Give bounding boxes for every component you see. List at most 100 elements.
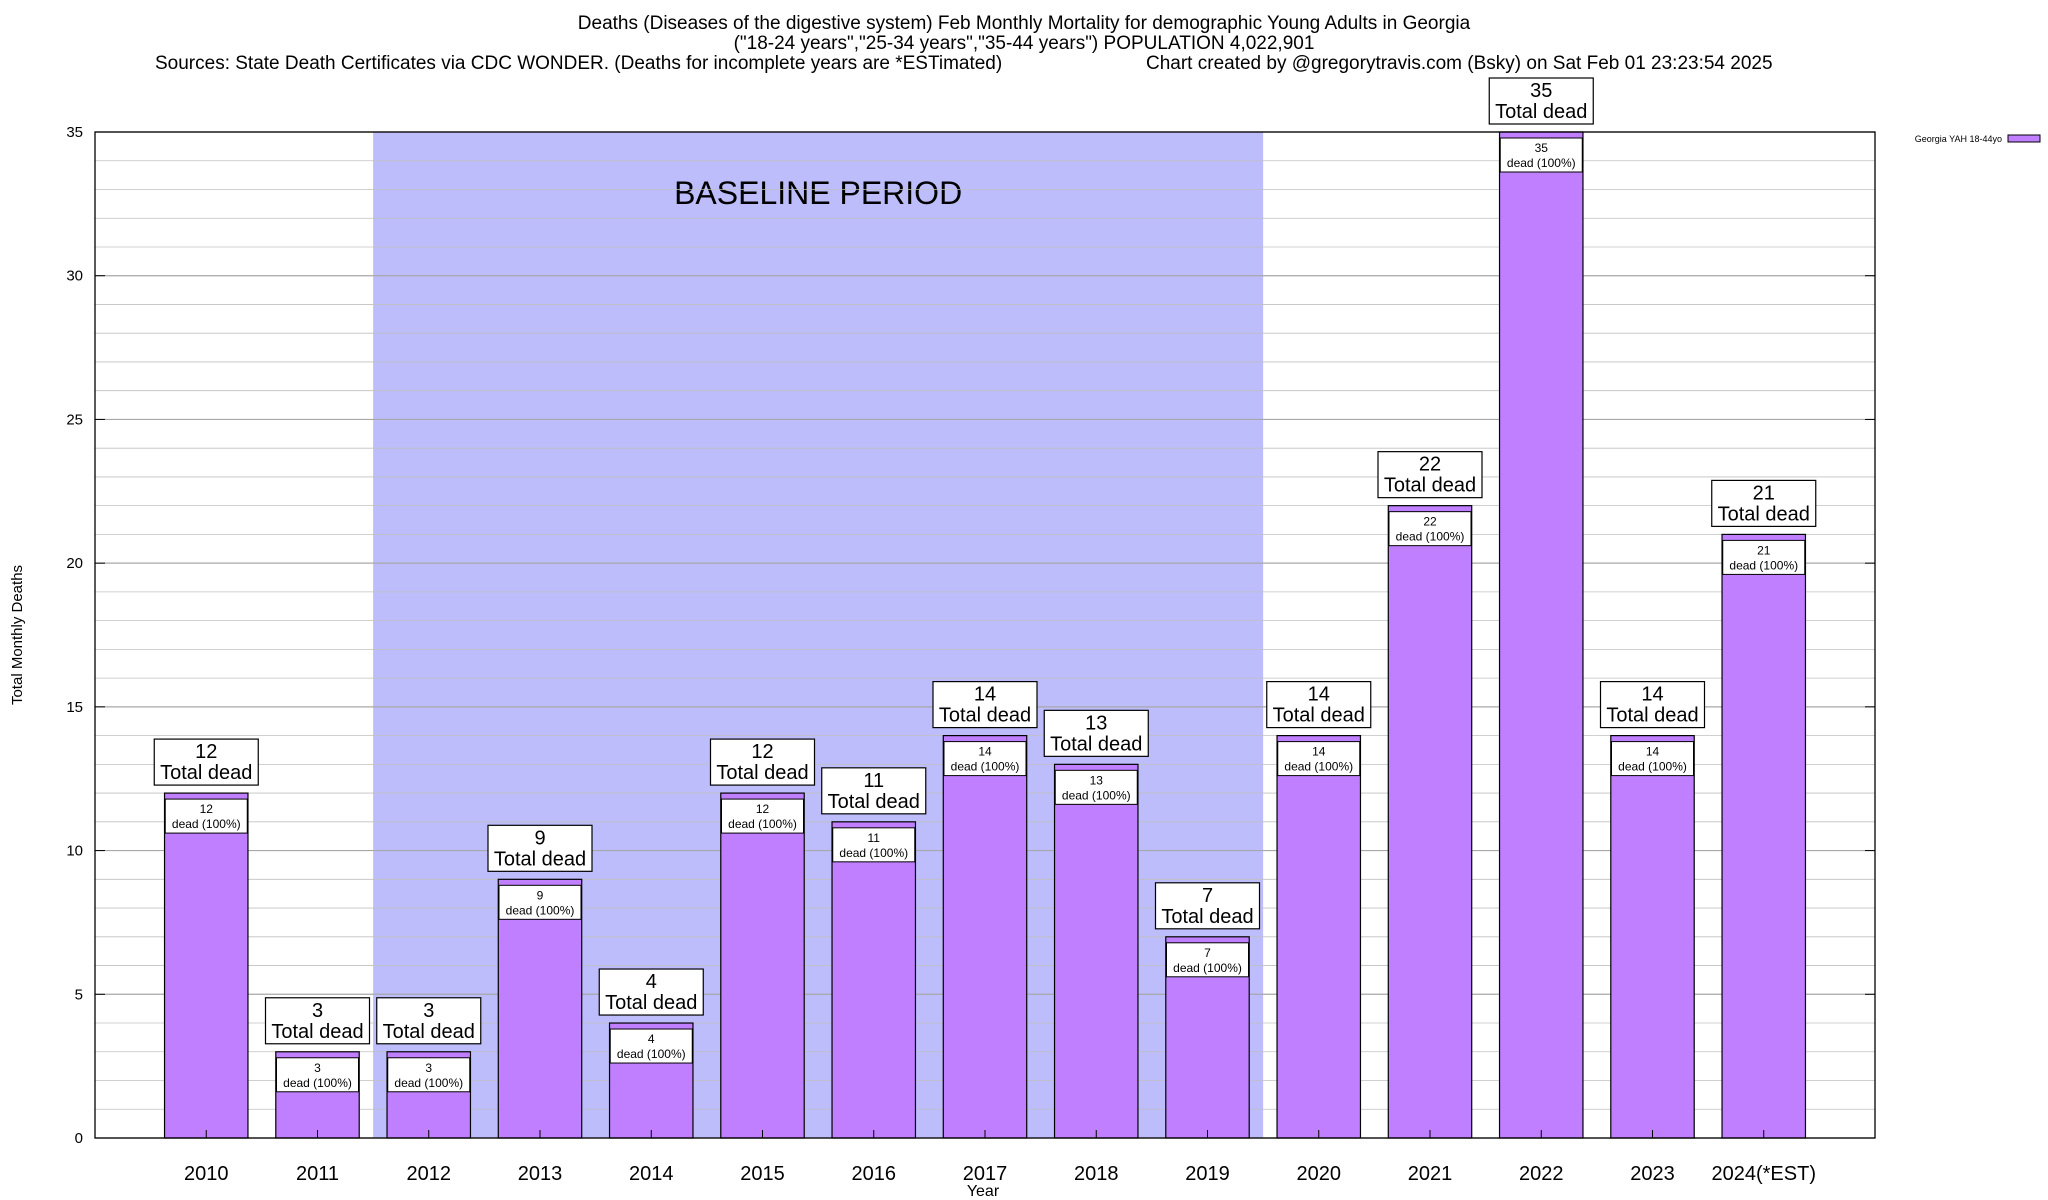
bar-2020 xyxy=(1276,734,1362,1139)
outer-label-box xyxy=(1599,680,1706,729)
inner-label-box xyxy=(1054,769,1138,805)
outer-label-box xyxy=(598,968,704,1016)
chart-sources: Sources: State Death Certificates via CD… xyxy=(155,53,1003,74)
outer-label-value: 14 xyxy=(1641,684,1663,706)
inner-label-text: dead (100%) xyxy=(1062,788,1131,802)
inner-label-text: dead (100%) xyxy=(728,817,797,831)
outer-label-box xyxy=(821,767,927,815)
inner-label-text: dead (100%) xyxy=(172,817,241,831)
y-tick-label: 15 xyxy=(66,699,83,716)
y-tick-label: 0 xyxy=(75,1130,83,1147)
outer-label-value: 4 xyxy=(646,971,657,993)
inner-label-text: dead (100%) xyxy=(1729,558,1798,572)
inner-label-text: dead (100%) xyxy=(1284,760,1353,774)
inner-label-value: 12 xyxy=(756,802,770,816)
inner-label-box xyxy=(721,798,804,834)
outer-label-box xyxy=(153,738,259,786)
inner-label-box xyxy=(1388,511,1472,547)
inner-label-text: dead (100%) xyxy=(1507,156,1576,170)
outer-label-value: 12 xyxy=(751,741,773,763)
x-tick-label: 2011 xyxy=(296,1163,339,1185)
y-tick-label: 35 xyxy=(66,124,83,141)
inner-label-value: 22 xyxy=(1423,515,1437,529)
outer-label-value: 7 xyxy=(1202,885,1213,907)
inner-label-value: 14 xyxy=(1312,745,1326,759)
inner-label-box xyxy=(1277,741,1361,777)
inner-label-value: 7 xyxy=(1204,946,1211,960)
outer-label-box xyxy=(1377,451,1483,499)
inner-label-box xyxy=(276,1057,359,1093)
outer-label-text: Total dead xyxy=(1050,733,1142,755)
inner-label-box xyxy=(832,827,916,863)
inner-label-text: dead (100%) xyxy=(283,1076,352,1090)
y-tick-label: 30 xyxy=(66,268,83,285)
baseline-period-label: BASELINE PERIOD xyxy=(674,175,962,211)
bar-2015 xyxy=(720,792,805,1139)
x-tick-label: 2024(*EST) xyxy=(1712,1163,1817,1185)
bar-2021 xyxy=(1387,505,1473,1139)
inner-label-box xyxy=(387,1057,471,1093)
y-tick-label: 25 xyxy=(66,411,83,428)
outer-label-text: Total dead xyxy=(1606,705,1698,727)
outer-label-box xyxy=(1488,77,1594,125)
bar-2010 xyxy=(163,792,249,1139)
x-tick-label: 2012 xyxy=(407,1163,452,1185)
outer-label-text: Total dead xyxy=(1161,906,1253,928)
outer-label-value: 9 xyxy=(534,827,545,849)
outer-label-box xyxy=(709,738,816,786)
outer-label-box xyxy=(1266,680,1372,729)
outer-label-box xyxy=(932,680,1038,729)
y-tick-label: 5 xyxy=(75,986,83,1003)
x-tick-label: 2022 xyxy=(1519,1163,1564,1185)
outer-label-text: Total dead xyxy=(828,791,920,813)
outer-label-value: 3 xyxy=(423,1000,434,1022)
x-tick-label: 2014 xyxy=(629,1163,674,1185)
inner-label-value: 14 xyxy=(1646,745,1660,759)
outer-label-value: 22 xyxy=(1419,454,1441,476)
outer-label-text: Total dead xyxy=(1273,705,1365,727)
inner-label-value: 12 xyxy=(200,802,214,816)
chart-credit: Chart created by @gregorytravis.com (Bsk… xyxy=(1146,53,1773,74)
inner-label-box xyxy=(1166,942,1249,978)
outer-label-box xyxy=(264,997,371,1045)
inner-label-text: dead (100%) xyxy=(951,760,1020,774)
inner-label-text: dead (100%) xyxy=(1618,760,1687,774)
y-tick-label: 20 xyxy=(66,555,83,572)
x-tick-label: 2023 xyxy=(1630,1163,1675,1185)
outer-label-text: Total dead xyxy=(605,992,697,1014)
outer-label-value: 12 xyxy=(195,741,217,763)
bar-2023 xyxy=(1610,734,1695,1139)
legend-label: Georgia YAH 18-44yo xyxy=(1915,134,2002,144)
outer-label-text: Total dead xyxy=(1495,101,1587,123)
inner-label-text: dead (100%) xyxy=(1173,961,1242,975)
outer-label-value: 3 xyxy=(312,1000,323,1022)
inner-label-value: 35 xyxy=(1535,141,1549,155)
outer-label-value: 13 xyxy=(1085,712,1107,734)
outer-label-text: Total dead xyxy=(383,1021,475,1043)
outer-label-box xyxy=(487,824,593,872)
plot-border xyxy=(94,131,1876,1139)
outer-label-text: Total dead xyxy=(494,848,586,870)
inner-label-text: dead (100%) xyxy=(394,1076,463,1090)
outer-label-value: 14 xyxy=(1308,684,1330,706)
inner-label-text: dead (100%) xyxy=(839,846,908,860)
outer-label-text: Total dead xyxy=(271,1021,363,1043)
outer-label-value: 11 xyxy=(863,770,884,792)
inner-label-value: 11 xyxy=(868,831,881,845)
outer-label-box xyxy=(1711,479,1817,527)
x-tick-label: 2021 xyxy=(1408,1163,1453,1185)
outer-label-box xyxy=(1043,709,1149,757)
outer-label-box xyxy=(376,997,482,1045)
outer-label-box xyxy=(1154,882,1261,930)
bar-2017 xyxy=(942,734,1028,1139)
inner-label-box xyxy=(1611,741,1694,777)
inner-label-text: dead (100%) xyxy=(506,903,575,917)
chart-title: Deaths (Diseases of the digestive system… xyxy=(577,13,1471,34)
inner-label-value: 21 xyxy=(1757,543,1771,557)
y-tick-label: 10 xyxy=(66,843,83,860)
x-tick-label: 2015 xyxy=(740,1163,785,1185)
x-tick-label: 2018 xyxy=(1074,1163,1119,1185)
outer-label-text: Total dead xyxy=(1718,503,1810,525)
inner-label-value: 9 xyxy=(537,888,544,902)
bar-2016 xyxy=(831,821,917,1139)
